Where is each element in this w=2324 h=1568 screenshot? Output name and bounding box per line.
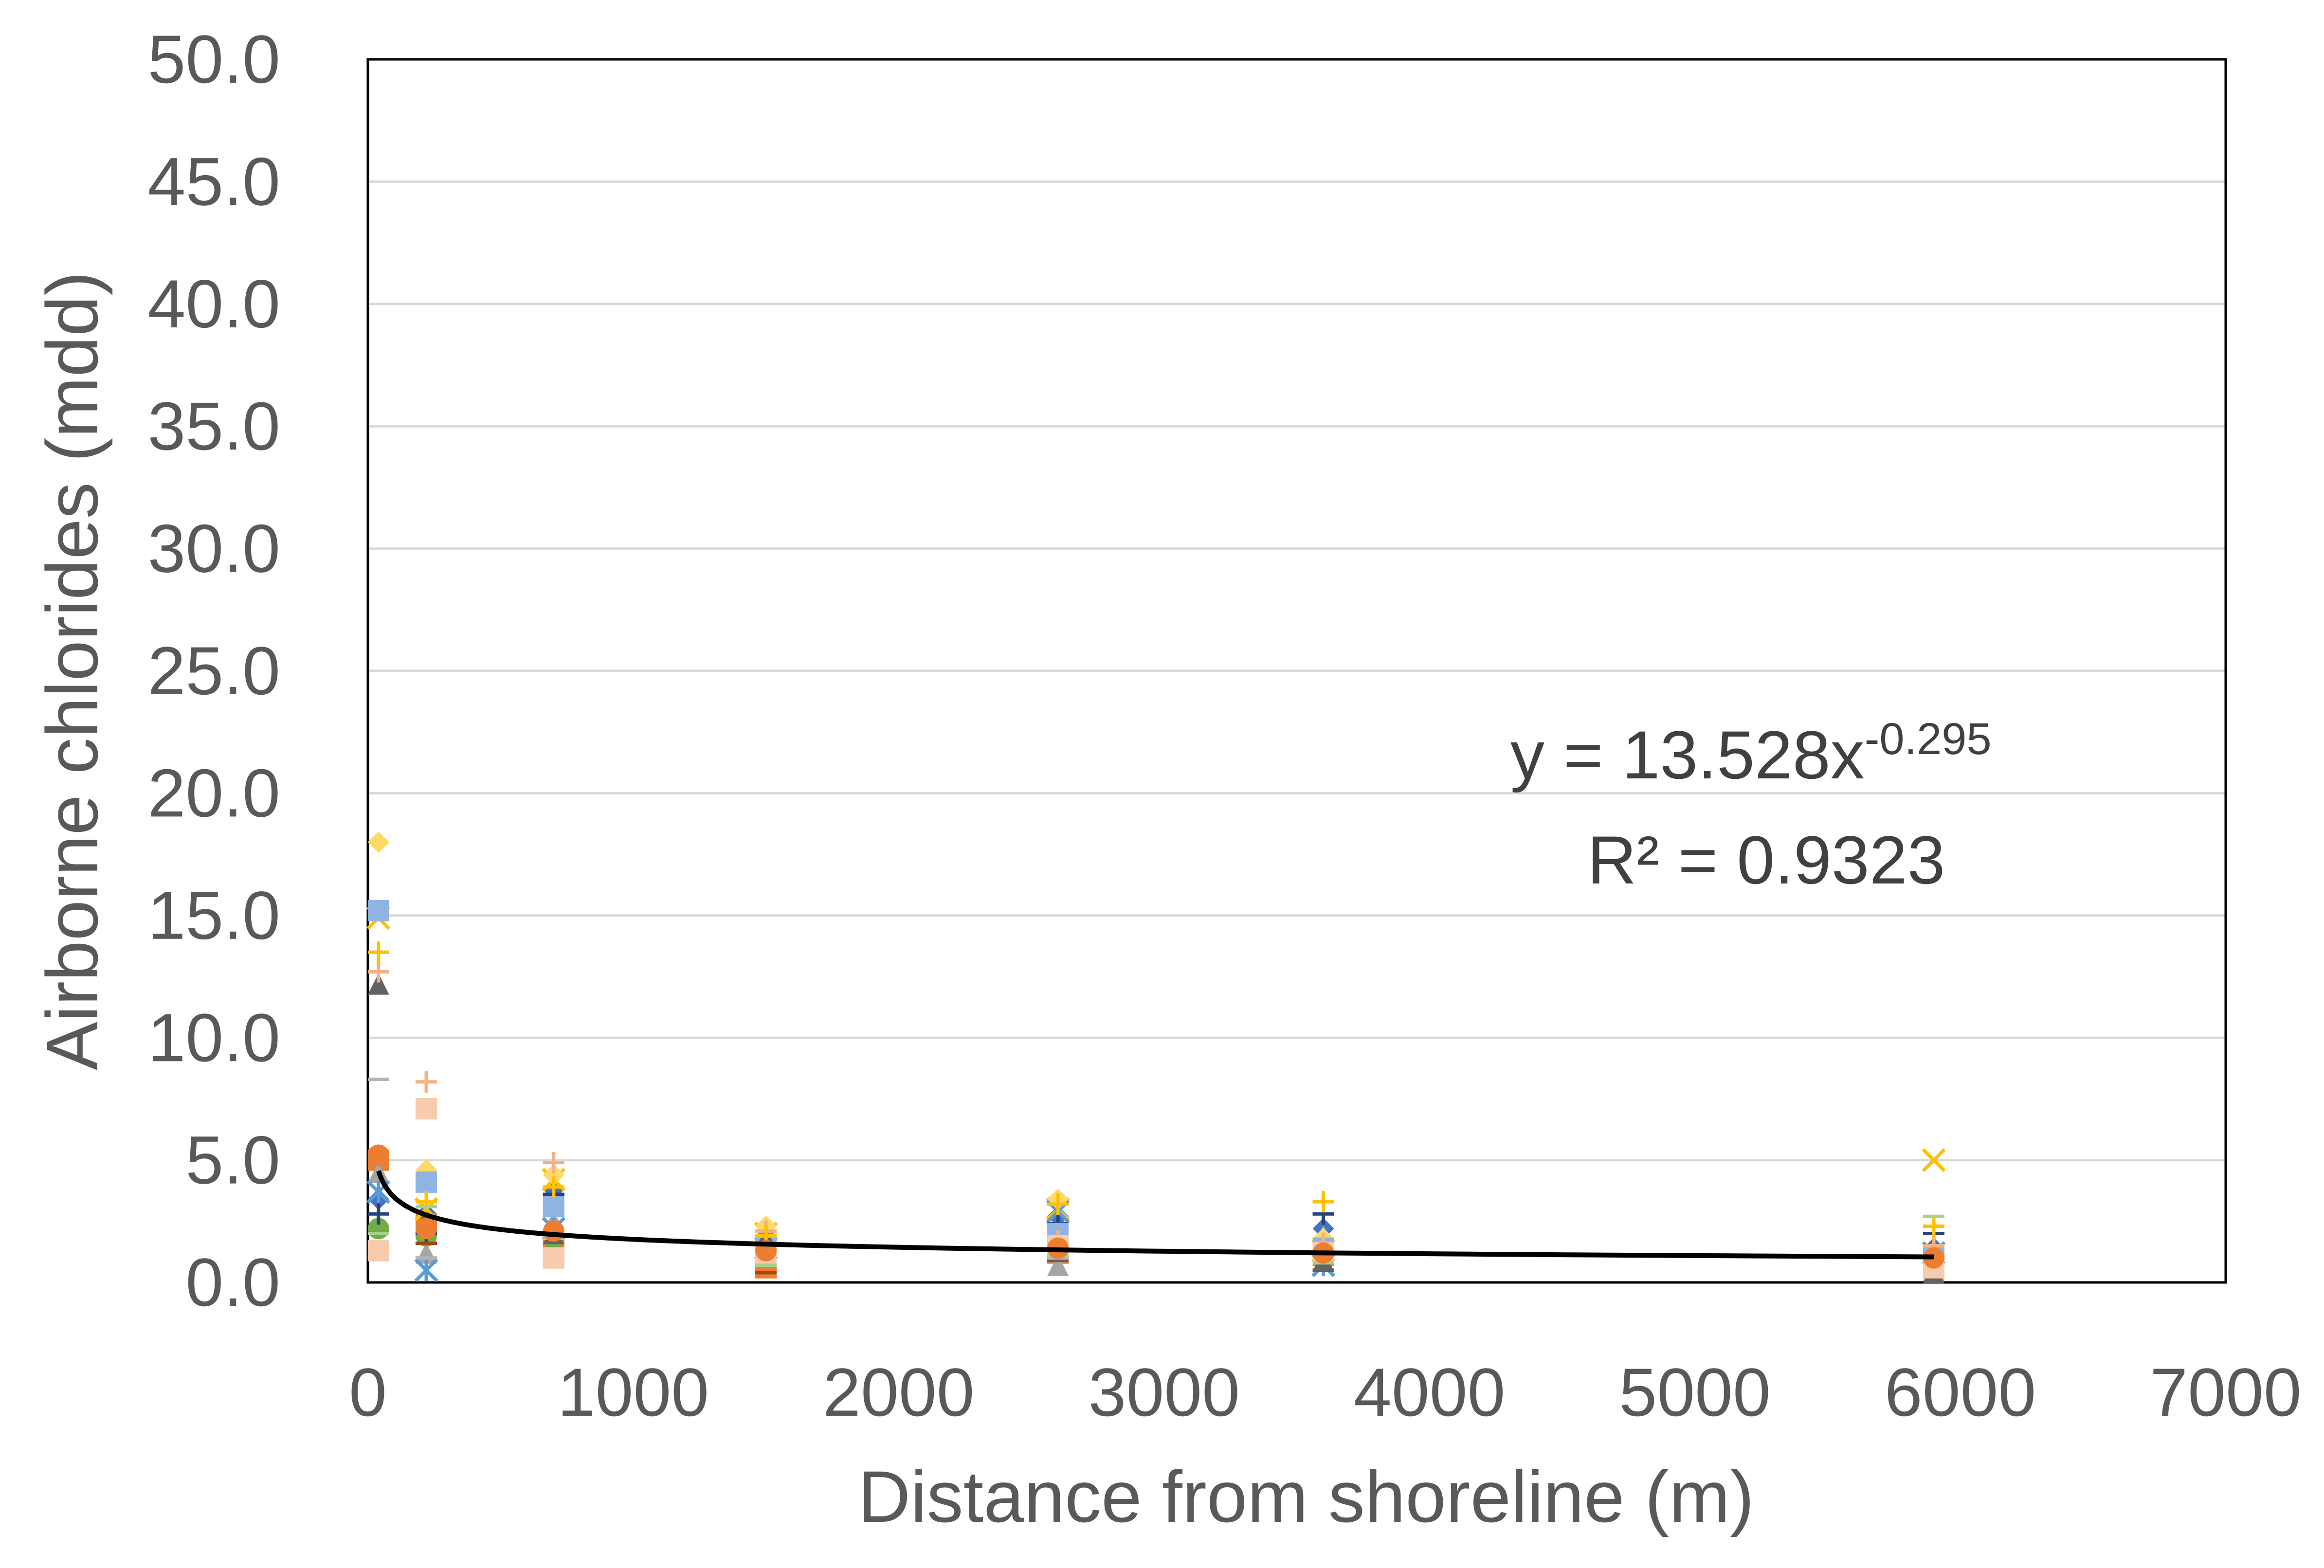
data-point-s17	[543, 1220, 564, 1242]
data-point-s17	[415, 1218, 437, 1240]
trendline-r-squared: R² = 0.9323	[1587, 822, 1945, 898]
y-tick-label: 35.0	[148, 388, 280, 464]
data-point-s11	[367, 973, 389, 995]
data-point-s13	[1047, 1193, 1069, 1215]
data-point-s12	[367, 961, 389, 983]
data-points	[366, 831, 1946, 1283]
y-tick-label: 15.0	[148, 877, 280, 954]
plot-area-border	[366, 58, 2227, 1284]
x-tick-label: 3000	[1089, 1354, 1240, 1430]
y-axis-title: Airborne chlorides (mdd)	[31, 271, 113, 1070]
data-point-s13	[1923, 1215, 1945, 1237]
x-tick-label: 1000	[558, 1354, 709, 1430]
x-tick-label: 7000	[2150, 1354, 2301, 1430]
data-point-s10	[367, 900, 389, 921]
x-tick-label: 2000	[823, 1354, 974, 1430]
y-tick-label: 40.0	[148, 266, 280, 342]
data-point-s13	[1312, 1191, 1334, 1213]
data-point-s13	[543, 1176, 564, 1198]
data-point-s17	[1923, 1247, 1945, 1269]
y-tick-label: 10.0	[148, 999, 280, 1076]
data-point-s13	[415, 1191, 437, 1213]
data-point-s10	[543, 1196, 564, 1218]
y-tick-label: 30.0	[148, 510, 280, 587]
data-point-s3	[1047, 1254, 1069, 1276]
y-tick-label: 45.0	[148, 143, 280, 219]
y-axis-ticks: 0.0 5.0 10.0 15.0 20.0 25.0 30.0 35.0 40.0 45.0 50…	[148, 21, 280, 1320]
data-point-s9	[367, 831, 389, 853]
y-tick-label: 25.0	[148, 632, 280, 709]
y-tick-label: 50.0	[148, 21, 280, 97]
x-axis-ticks: 0 1000 2000 3000 4000 5000 6000 7000	[349, 1354, 2302, 1430]
trendline-equation: y = 13.528x-0.295	[1510, 714, 1992, 793]
y-tick-label: 0.0	[185, 1244, 280, 1320]
trendline-equation-prefix: y = 13.528x	[1510, 717, 1865, 793]
x-tick-label: 6000	[1885, 1354, 2036, 1430]
data-point-s12	[415, 1071, 437, 1093]
data-point-s4	[1922, 1148, 1946, 1172]
grid-lines	[368, 180, 2226, 1162]
data-point-s9	[543, 1164, 564, 1186]
x-tick-label: 4000	[1354, 1354, 1505, 1430]
trendline-equation-exponent: -0.295	[1865, 714, 1992, 764]
x-tick-label: 0	[349, 1354, 387, 1430]
data-point-s10	[415, 1171, 437, 1193]
data-point-s7	[367, 1203, 389, 1225]
data-point-s17	[367, 1144, 389, 1166]
data-point-s5	[414, 1258, 438, 1282]
x-tick-label: 5000	[1619, 1354, 1770, 1430]
data-point-s15	[415, 1098, 437, 1120]
data-point-s13	[367, 941, 389, 963]
trendline	[376, 1170, 1934, 1260]
data-point-s15	[543, 1247, 564, 1269]
data-point-s15	[367, 1240, 389, 1262]
y-tick-label: 5.0	[185, 1122, 280, 1198]
data-point-s12	[543, 1152, 564, 1173]
y-tick-label: 20.0	[148, 755, 280, 831]
x-axis-title: Distance from shoreline (m)	[858, 1456, 1754, 1537]
